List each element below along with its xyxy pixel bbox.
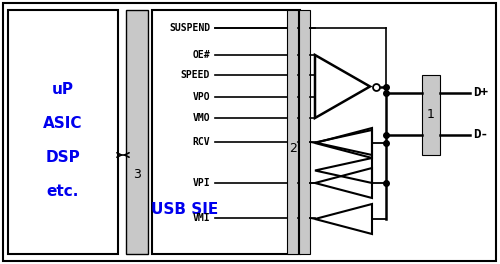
Text: etc.: etc. [47,185,79,200]
Text: VMO: VMO [192,113,210,123]
Bar [287,10,298,254]
Text: D+: D+ [473,87,488,100]
Text: USB SIE: USB SIE [152,202,218,218]
Text: VPO: VPO [192,92,210,102]
Text: VMI: VMI [192,213,210,223]
Bar [422,75,440,155]
Bar [299,10,310,254]
Text: SUSPEND: SUSPEND [169,23,210,33]
Text: OE#: OE# [192,50,210,60]
Text: ASIC: ASIC [44,116,83,131]
Text: 2: 2 [289,142,297,154]
Text: uP: uP [52,82,74,97]
Bar [126,10,148,254]
Text: 1: 1 [427,109,435,121]
Text: DSP: DSP [46,150,80,166]
Text: 3: 3 [133,168,141,182]
Text: D-: D- [473,129,488,142]
Text: RCV: RCV [192,137,210,147]
Bar [8,10,118,254]
Text: SPEED: SPEED [180,70,210,80]
Text: VPI: VPI [192,178,210,188]
Bar [152,10,300,254]
